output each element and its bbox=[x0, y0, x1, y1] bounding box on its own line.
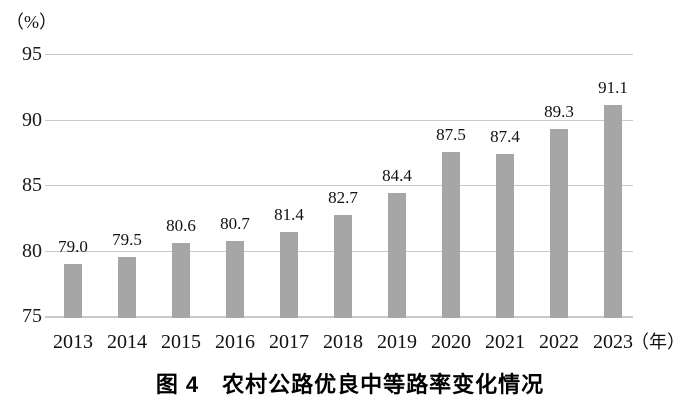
bar-2020 bbox=[442, 152, 460, 318]
bar-value-label: 81.4 bbox=[274, 205, 304, 224]
x-tick-label: 2023 bbox=[593, 331, 633, 353]
gridline bbox=[45, 120, 633, 121]
bar-2016 bbox=[226, 241, 244, 318]
bar-2019 bbox=[388, 193, 406, 318]
bar-value-label: 80.7 bbox=[220, 214, 250, 233]
bar-value-label: 87.4 bbox=[490, 127, 520, 146]
x-tick-label: 2021 bbox=[485, 331, 525, 353]
x-tick-label: 2013 bbox=[53, 331, 93, 353]
bar-value-label: 79.5 bbox=[112, 230, 142, 249]
y-tick-label: 85 bbox=[22, 174, 42, 196]
bar-2023 bbox=[604, 105, 622, 318]
x-tick-label: 2017 bbox=[269, 331, 309, 353]
x-tick-label: 2022 bbox=[539, 331, 579, 353]
bar-value-label: 80.6 bbox=[166, 216, 196, 235]
x-tick-label: 2018 bbox=[323, 331, 363, 353]
bar-value-label: 82.7 bbox=[328, 188, 358, 207]
y-tick-label: 90 bbox=[22, 109, 42, 131]
gridline bbox=[45, 185, 633, 186]
bar-value-label: 84.4 bbox=[382, 166, 412, 185]
chart-caption: 图 4 农村公路优良中等路率变化情况 bbox=[155, 372, 545, 397]
gridline bbox=[45, 54, 633, 55]
x-tick-label: 2016 bbox=[215, 331, 255, 353]
x-tick-label: 2019 bbox=[377, 331, 417, 353]
x-axis-unit-label: （年） bbox=[631, 332, 685, 352]
y-tick-label: 80 bbox=[22, 240, 42, 262]
x-tick-label: 2014 bbox=[107, 331, 147, 353]
bar-value-label: 87.5 bbox=[436, 125, 466, 144]
bar-value-label: 91.1 bbox=[598, 78, 628, 97]
bar-2015 bbox=[172, 243, 190, 318]
bar-2021 bbox=[496, 154, 514, 318]
bar-2014 bbox=[118, 257, 136, 318]
bar-2022 bbox=[550, 129, 568, 318]
bar-value-label: 89.3 bbox=[544, 102, 574, 121]
bar-value-label: 79.0 bbox=[58, 237, 88, 256]
bar-2017 bbox=[280, 232, 298, 318]
bar-2018 bbox=[334, 215, 352, 318]
y-tick-label: 95 bbox=[22, 43, 42, 65]
y-tick-label: 75 bbox=[22, 305, 42, 327]
x-tick-label: 2020 bbox=[431, 331, 471, 353]
bar-2013 bbox=[64, 264, 82, 318]
x-tick-label: 2015 bbox=[161, 331, 201, 353]
y-axis-unit-label: （%） bbox=[6, 12, 57, 32]
